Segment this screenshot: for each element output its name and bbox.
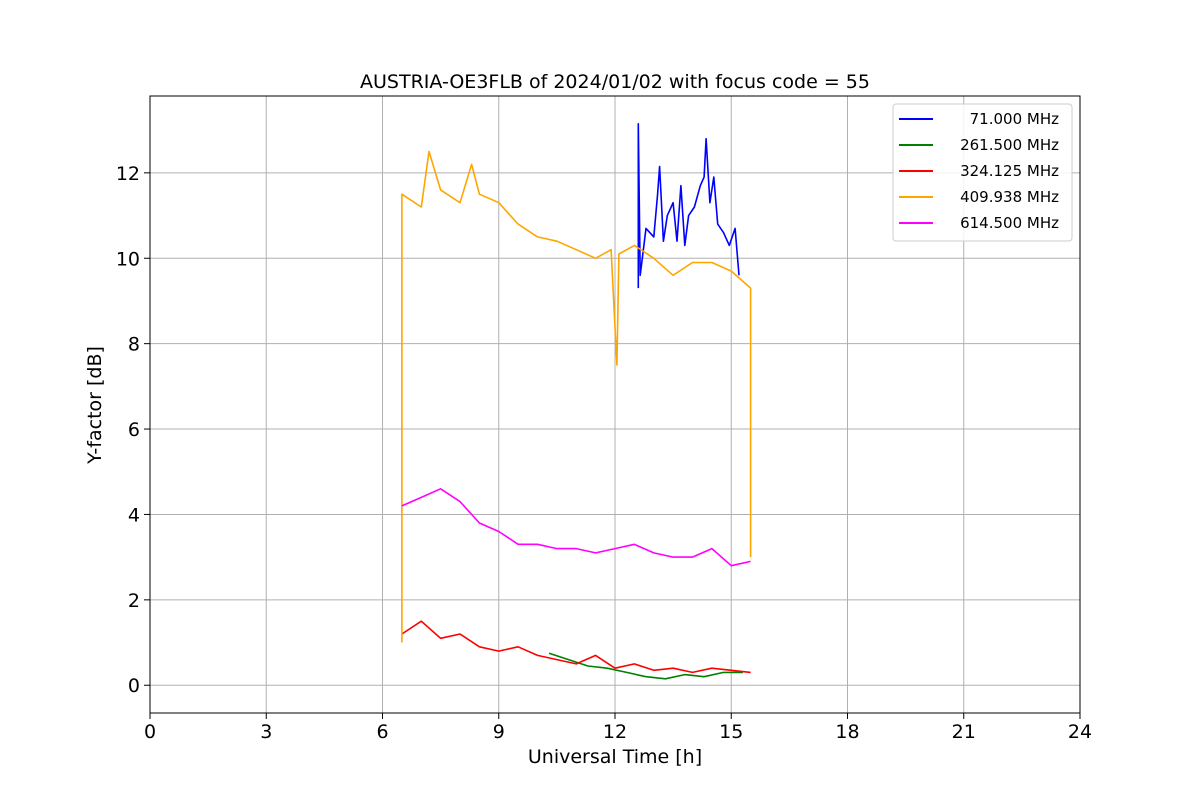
- y-tick-label: 6: [128, 419, 140, 441]
- x-tick-label: 12: [603, 721, 627, 743]
- x-tick-label: 15: [719, 721, 743, 743]
- x-axis-label: Universal Time [h]: [528, 746, 702, 768]
- series-line-5: [401, 488, 751, 567]
- y-tick-label: 0: [128, 675, 140, 697]
- x-tick-label: 0: [144, 721, 156, 743]
- series-line-4: [401, 150, 752, 643]
- legend-box: [892, 103, 1073, 242]
- legend-label-5: 614.500 MHz: [960, 214, 1059, 232]
- x-tick-label: 3: [260, 721, 272, 743]
- legend-label-2: 261.500 MHz: [960, 136, 1059, 154]
- x-tick-label: 18: [835, 721, 859, 743]
- y-tick-label: 2: [128, 590, 140, 612]
- series-line-3: [401, 620, 751, 674]
- x-tick-label: 6: [376, 721, 388, 743]
- y-axis-ticks: 0 2 4 6 8 10 12: [116, 163, 150, 697]
- x-tick-label: 24: [1068, 721, 1092, 743]
- y-tick-label: 12: [116, 163, 140, 185]
- legend-label-4: 409.938 MHz: [960, 188, 1059, 206]
- y-tick-label: 4: [128, 504, 140, 526]
- y-axis-label: Y-factor [dB]: [84, 346, 106, 465]
- x-tick-label: 9: [493, 721, 505, 743]
- chart-title: AUSTRIA-OE3FLB of 2024/01/02 with focus …: [360, 71, 870, 93]
- y-tick-label: 10: [116, 248, 140, 270]
- legend: 71.000 MHz 261.500 MHz 324.125 MHz 409.938 …: [892, 103, 1073, 242]
- y-tick-label: 8: [128, 334, 140, 356]
- plot-series: [401, 123, 752, 680]
- legend-label-3: 324.125 MHz: [960, 162, 1059, 180]
- x-axis-ticks: 0 3 6 9 12 15 18 21 24: [144, 713, 1092, 743]
- x-tick-label: 21: [952, 721, 976, 743]
- grid: [149, 96, 1081, 713]
- series-line-1: [637, 123, 740, 289]
- legend-label-1: 71.000 MHz: [970, 110, 1059, 128]
- series-line-2: [548, 652, 743, 680]
